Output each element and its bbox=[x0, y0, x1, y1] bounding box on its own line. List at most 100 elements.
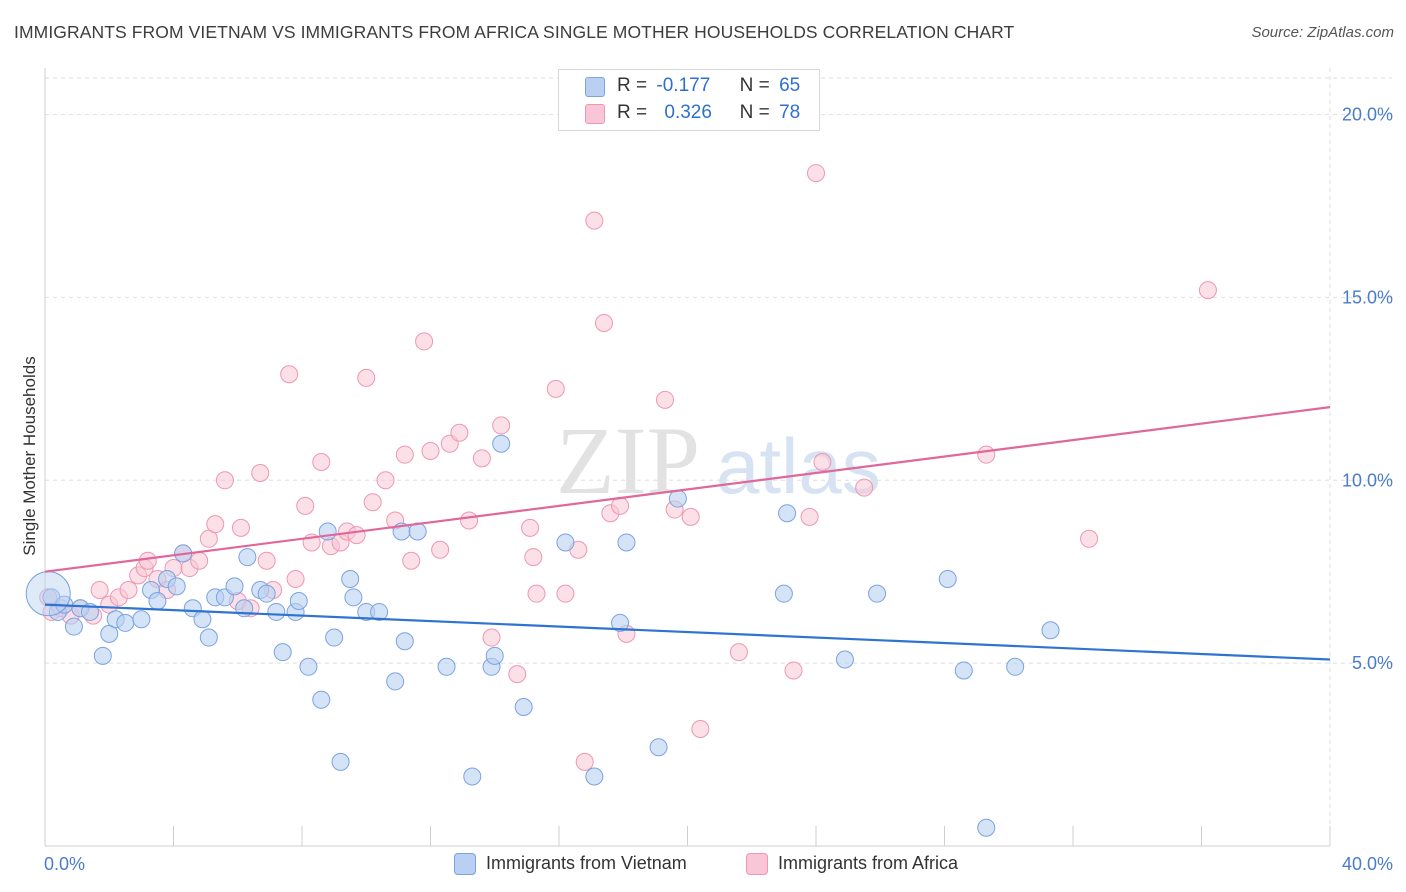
vietnam-point bbox=[611, 613, 630, 632]
africa-point bbox=[296, 496, 315, 515]
vietnam-point bbox=[331, 752, 350, 771]
africa-point bbox=[206, 515, 225, 534]
vietnam-point bbox=[257, 584, 276, 603]
y-tick-label: 20.0% bbox=[1342, 105, 1393, 125]
correlation-legend: R = -0.177 N = 65 R = 0.326 N = 78 bbox=[558, 69, 820, 131]
vietnam-point bbox=[463, 767, 482, 786]
source-credit: Source: ZipAtlas.com bbox=[1251, 24, 1394, 41]
africa-point bbox=[450, 423, 469, 442]
x-tick-label: 40.0% bbox=[1342, 854, 1393, 874]
africa-point bbox=[90, 581, 109, 599]
bottom-legend-label-africa: Immigrants from Africa bbox=[778, 853, 959, 873]
vietnam-point bbox=[617, 533, 636, 552]
africa-point bbox=[656, 390, 675, 409]
vietnam-point bbox=[778, 504, 797, 523]
africa-point bbox=[431, 540, 450, 559]
legend-n-label: N = bbox=[739, 75, 770, 96]
africa-trend-line bbox=[44, 406, 1331, 573]
vietnam-point bbox=[585, 767, 604, 786]
africa-point bbox=[460, 511, 479, 530]
vietnam-point bbox=[485, 646, 504, 665]
africa-point bbox=[347, 526, 366, 545]
vietnam-point bbox=[835, 650, 854, 669]
legend-n-value-vietnam: 65 bbox=[779, 75, 801, 96]
vietnam-point bbox=[668, 489, 687, 508]
africa-point bbox=[363, 493, 382, 512]
africa-point bbox=[508, 665, 527, 684]
africa-point bbox=[395, 445, 414, 464]
vietnam-point bbox=[341, 570, 360, 589]
y-axis-label: Single Mother Households bbox=[20, 356, 39, 555]
legend-swatch-vietnam bbox=[585, 77, 605, 97]
y-tick-label: 10.0% bbox=[1342, 470, 1393, 490]
vietnam-point bbox=[977, 818, 996, 837]
vietnam-point bbox=[938, 570, 957, 589]
vietnam-point bbox=[312, 690, 331, 709]
africa-point bbox=[807, 164, 825, 183]
africa-point bbox=[415, 332, 434, 351]
legend-swatch-africa bbox=[585, 104, 605, 124]
africa-point bbox=[280, 365, 299, 384]
africa-point bbox=[257, 551, 276, 570]
watermark-atlas: atlas bbox=[716, 422, 881, 510]
vietnam-point bbox=[492, 434, 511, 453]
africa-point bbox=[575, 752, 594, 771]
bottom-legend-swatch-vietnam bbox=[454, 853, 476, 875]
legend-r-value-vietnam: -0.177 bbox=[656, 75, 711, 96]
africa-point bbox=[357, 368, 376, 387]
africa-point bbox=[800, 507, 819, 526]
africa-point bbox=[585, 211, 604, 230]
africa-point bbox=[729, 643, 748, 662]
africa-point bbox=[286, 570, 305, 589]
legend-n-value-africa: 78 bbox=[779, 102, 801, 123]
vietnam-point bbox=[437, 657, 456, 676]
vietnam-point bbox=[649, 738, 668, 757]
africa-point bbox=[251, 463, 270, 482]
africa-point bbox=[138, 551, 157, 570]
africa-point bbox=[215, 471, 234, 490]
africa-point bbox=[556, 584, 575, 603]
vietnam-point bbox=[556, 533, 575, 552]
vietnam-point bbox=[267, 602, 286, 621]
africa-point bbox=[594, 314, 613, 333]
vietnam-point bbox=[116, 613, 135, 632]
africa-point bbox=[231, 518, 250, 537]
africa-point bbox=[421, 442, 440, 461]
africa-point bbox=[527, 584, 546, 603]
grid-lines bbox=[45, 68, 1392, 846]
legend-r-label: R = bbox=[617, 102, 648, 123]
vietnam-points bbox=[25, 434, 1060, 837]
vietnam-point bbox=[193, 610, 212, 629]
africa-point bbox=[190, 551, 209, 570]
vietnam-point bbox=[325, 628, 344, 647]
y-tick-label: 5.0% bbox=[1352, 653, 1393, 673]
africa-point bbox=[1080, 529, 1099, 548]
africa-point bbox=[524, 548, 543, 567]
vietnam-point bbox=[344, 588, 363, 607]
vietnam-point bbox=[225, 577, 244, 596]
africa-point bbox=[472, 449, 491, 468]
vietnam-point bbox=[93, 646, 112, 665]
chart-title: IMMIGRANTS FROM VIETNAM VS IMMIGRANTS FR… bbox=[14, 22, 1015, 42]
vietnam-point bbox=[273, 643, 292, 662]
africa-point bbox=[492, 416, 511, 435]
africa-point bbox=[312, 453, 331, 471]
vietnam-point bbox=[395, 632, 414, 651]
africa-point bbox=[855, 478, 874, 497]
africa-point bbox=[813, 453, 832, 471]
vietnam-point bbox=[238, 548, 257, 567]
vietnam-point bbox=[64, 617, 83, 636]
africa-point bbox=[119, 581, 138, 599]
legend-r-value-africa: 0.326 bbox=[664, 102, 712, 123]
africa-point bbox=[402, 551, 421, 570]
vietnam-point bbox=[299, 657, 318, 676]
y-tick-label: 15.0% bbox=[1342, 287, 1393, 307]
trend-lines bbox=[44, 406, 1331, 661]
vietnam-point bbox=[25, 571, 71, 617]
vietnam-point bbox=[370, 602, 389, 621]
axes bbox=[44, 68, 1331, 847]
africa-point bbox=[681, 507, 700, 526]
legend-n-label: N = bbox=[739, 102, 770, 123]
vietnam-point bbox=[868, 584, 887, 603]
